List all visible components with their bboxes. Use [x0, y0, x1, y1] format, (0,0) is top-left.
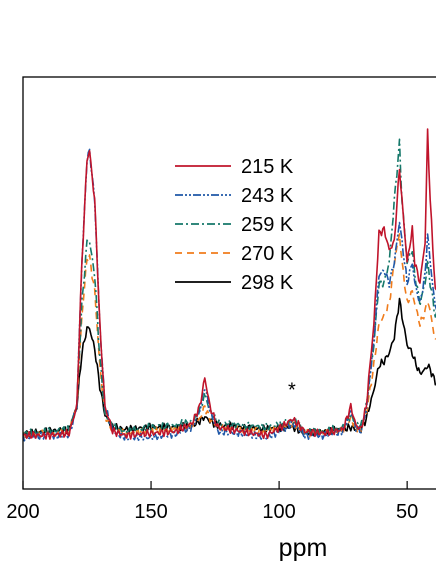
annotation-asterisk: * — [288, 379, 296, 401]
legend-label-259-k: 259 K — [241, 214, 294, 236]
legend-label-215-k: 215 K — [241, 156, 294, 178]
series-line-215-k — [23, 128, 436, 440]
legend: 215 K 243 K 259 K 270 K 298 K — [175, 156, 294, 294]
series-line-259-k — [23, 138, 436, 437]
legend-label-243-k: 243 K — [241, 185, 294, 207]
legend-label-298-k: 298 K — [241, 272, 294, 294]
legend-label-270-k: 270 K — [241, 243, 294, 265]
plot-frame — [22, 76, 436, 490]
x-tick-label: 100 — [262, 501, 295, 523]
annotations: * — [288, 379, 296, 401]
series-layer — [23, 128, 436, 442]
x-axis: 200 150 100 50 — [6, 481, 418, 523]
x-tick-label: 200 — [6, 501, 39, 523]
x-axis-label: ppm — [279, 534, 328, 562]
x-tick-label: 50 — [396, 501, 418, 523]
series-line-270-k — [23, 233, 436, 440]
x-tick-label: 150 — [134, 501, 167, 523]
